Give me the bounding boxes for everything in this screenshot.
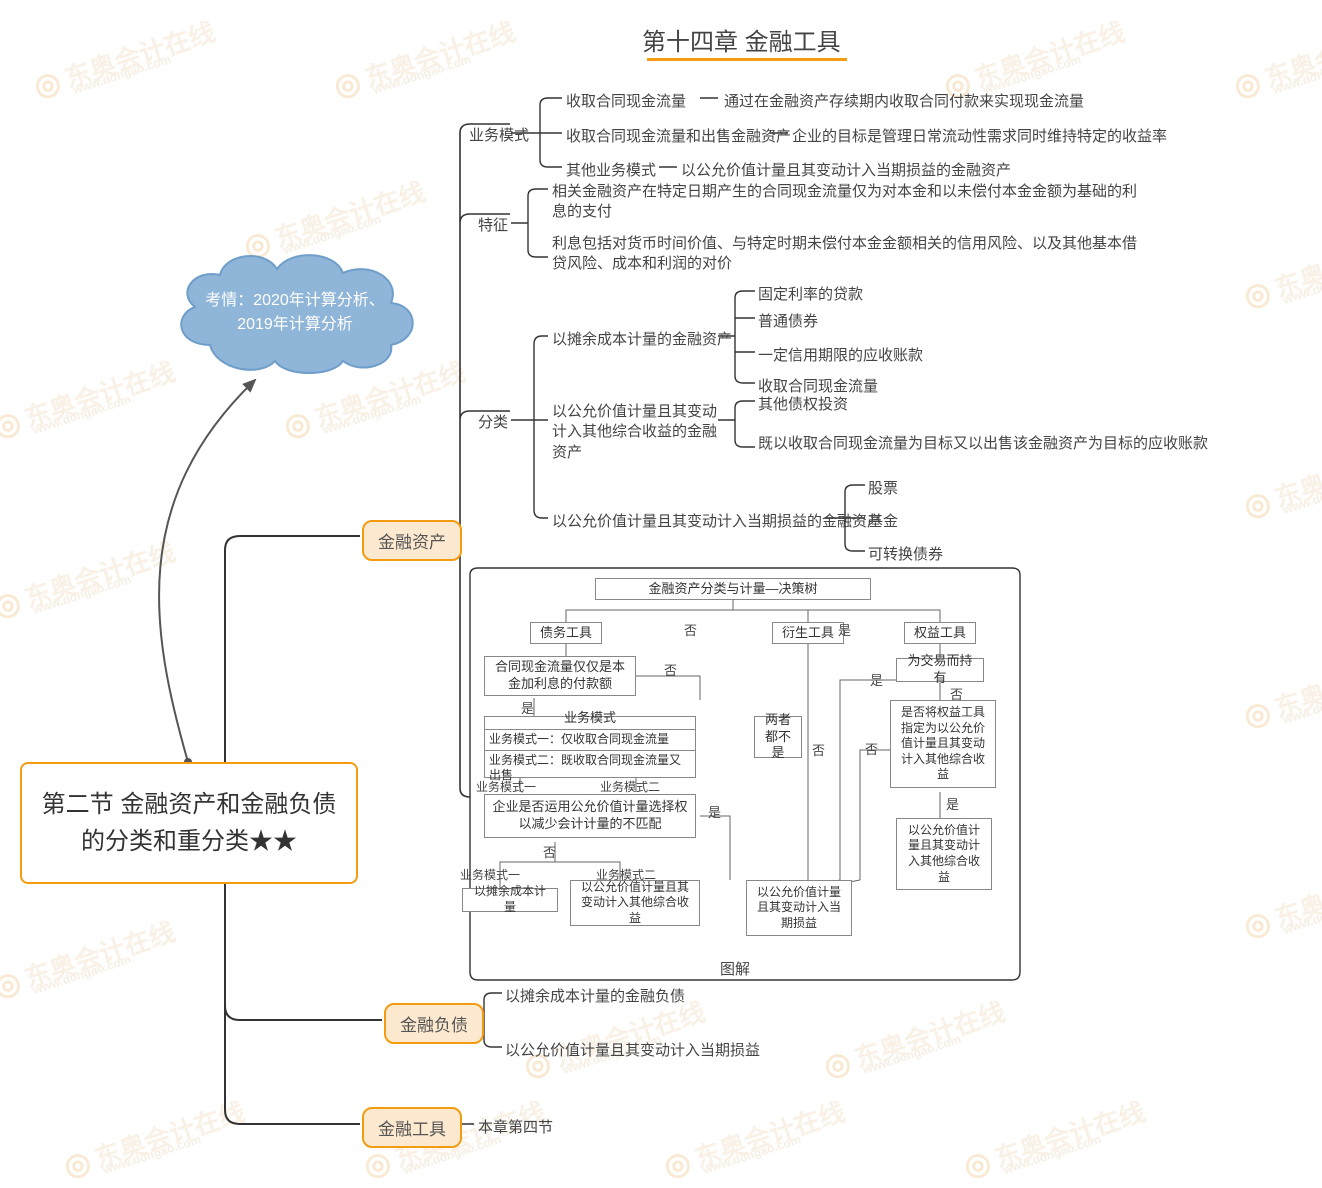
node-financial-instrument: 金融工具 <box>362 1107 462 1148</box>
fc-debt-q: 合同现金流量仅仅是本金加利息的付款额 <box>484 656 636 696</box>
c3-item-2: 可转换债券 <box>868 543 943 564</box>
bm-b-left: 收取合同现金流量和出售金融资产 <box>566 125 791 146</box>
watermark: 东奥会计在线www.dongao.com <box>29 12 219 105</box>
fc-m2b: 业务模式二 <box>596 866 656 883</box>
liability-item-1: 以公允价值计量且其变动计入当期损益 <box>505 1039 760 1060</box>
fc-yes-2: 是 <box>521 698 534 717</box>
bm-c-right: 以公允价值计量且其变动计入当期损益的金融资产 <box>681 159 1011 180</box>
fc-result-fvtpl: 以公允价值计量且其变动计入当期损益 <box>746 880 852 936</box>
chapter-title: 第十四章 金融工具 <box>642 22 841 57</box>
watermark: 东奥会计在线www.dongao.com <box>0 532 179 625</box>
watermark: 东奥会计在线www.dongao.com <box>1239 852 1322 945</box>
bm-c-left: 其他业务模式 <box>566 159 656 180</box>
fc-mode-header: 业务模式 <box>485 708 695 730</box>
fc-equity: 权益工具 <box>904 622 976 644</box>
c1-item-1: 普通债券 <box>758 310 818 331</box>
node-financial-liability: 金融负债 <box>384 1003 484 1044</box>
watermark: 东奥会计在线www.dongao.com <box>329 12 519 105</box>
c1-item-2: 一定信用期限的应收账款 <box>758 344 923 365</box>
exam-info-cloud: 考情：2020年计算分析、2019年计算分析 <box>165 245 425 380</box>
feature-1: 相关金融资产在特定日期产生的合同现金流量仅为对本金和以未偿付本金金额为基础的利息… <box>552 182 1142 223</box>
label-features: 特征 <box>478 214 508 235</box>
fc-no-eq2: 否 <box>865 739 878 758</box>
watermark: 东奥会计在线www.dongao.com <box>1239 222 1322 315</box>
fc-equity-trading: 为交易而持有 <box>896 658 984 682</box>
bm-a-left: 收取合同现金流量 <box>566 90 686 111</box>
label-biz-model: 业务模式 <box>469 124 529 145</box>
fc-no-2: 否 <box>664 660 677 679</box>
bm-b-right: 企业的目标是管理日常流动性需求同时维持特定的收益率 <box>792 125 1167 146</box>
classify-c2: 以公允价值计量且其变动计入其他综合收益的金融资产 <box>552 402 722 463</box>
watermark: 东奥会计在线www.dongao.com <box>1239 642 1322 735</box>
watermark: 东奥会计在线www.dongao.com <box>0 352 179 445</box>
fc-yes-eq1: 是 <box>870 670 883 689</box>
fc-m2a: 业务模式二 <box>600 778 660 795</box>
watermark: 东奥会计在线www.dongao.com <box>1239 432 1322 525</box>
liability-item-0: 以摊余成本计量的金融负债 <box>505 985 685 1006</box>
fc-neither: 两者都不是 <box>754 716 802 758</box>
title-underline <box>647 58 847 61</box>
fc-equity-elect: 是否将权益工具指定为以公允价值计量且其变动计入其他综合收益 <box>890 700 996 788</box>
fc-result-amortized: 以摊余成本计量 <box>462 888 558 912</box>
fc-no-deriv: 否 <box>812 740 825 759</box>
label-classify: 分类 <box>478 411 508 432</box>
fc-result-fvoci: 以公允价值计量且其变动计入其他综合收益 <box>570 880 700 926</box>
c3-item-0: 股票 <box>868 477 898 498</box>
fc-mode1: 业务模式一：仅收取合同现金流量 <box>485 730 695 751</box>
fc-m1a: 业务模式一 <box>476 778 536 795</box>
watermark: 东奥会计在线www.dongao.com <box>1229 12 1322 105</box>
watermark: 东奥会计在线www.dongao.com <box>59 1092 249 1185</box>
fc-yes-3: 是 <box>708 802 721 821</box>
c1-item-0: 固定利率的贷款 <box>758 283 863 304</box>
cloud-text: 考情：2020年计算分析、2019年计算分析 <box>165 245 425 380</box>
watermark: 东奥会计在线www.dongao.com <box>0 912 179 1005</box>
node-financial-asset: 金融资产 <box>362 520 462 561</box>
c3-item-1: 基金 <box>868 510 898 531</box>
instrument-item: 本章第四节 <box>478 1116 553 1137</box>
fc-fv-option: 企业是否运用公允价值计量选择权以减少会计计量的不匹配 <box>484 794 696 838</box>
fc-mode-group: 业务模式 业务模式一：仅收取合同现金流量 业务模式二：既收取合同现金流量又出售 <box>484 716 696 778</box>
fc-no-1: 否 <box>684 620 697 639</box>
bm-a-right: 通过在金融资产存续期内收取合同付款来实现现金流量 <box>724 90 1084 111</box>
watermark: 东奥会计在线www.dongao.com <box>659 1092 849 1185</box>
fc-no-eq1: 否 <box>950 684 963 703</box>
classify-c1: 以摊余成本计量的金融资产 <box>552 328 732 349</box>
fc-yes-1: 是 <box>838 620 851 639</box>
fc-yes-eq2: 是 <box>946 794 959 813</box>
watermark: 东奥会计在线www.dongao.com <box>819 992 1009 1085</box>
classify-c3: 以公允价值计量且其变动计入当期损益的金融资产 <box>552 510 882 531</box>
c2-item-1: 既以收取合同现金流量为目标又以出售该金融资产为目标的应收账款 <box>758 434 1228 454</box>
fc-no-3: 否 <box>543 842 556 861</box>
fc-equity-fvoci: 以公允价值计量且其变动计入其他综合收益 <box>896 818 992 890</box>
watermark: 东奥会计在线www.dongao.com <box>959 1092 1149 1185</box>
fc-derivative: 衍生工具 <box>772 622 844 644</box>
fc-m1b: 业务模式一 <box>460 866 520 883</box>
fc-title: 金融资产分类与计量—决策树 <box>595 578 871 600</box>
fc-debt: 债务工具 <box>530 622 602 644</box>
root-node: 第二节 金融资产和金融负债的分类和重分类★★ <box>20 762 358 884</box>
label-diagram: 图解 <box>720 958 750 979</box>
c2-item-0: 其他债权投资 <box>758 393 848 414</box>
feature-2: 利息包括对货币时间价值、与特定时期未偿付本金金额相关的信用风险、以及其他基本借贷… <box>552 234 1142 275</box>
